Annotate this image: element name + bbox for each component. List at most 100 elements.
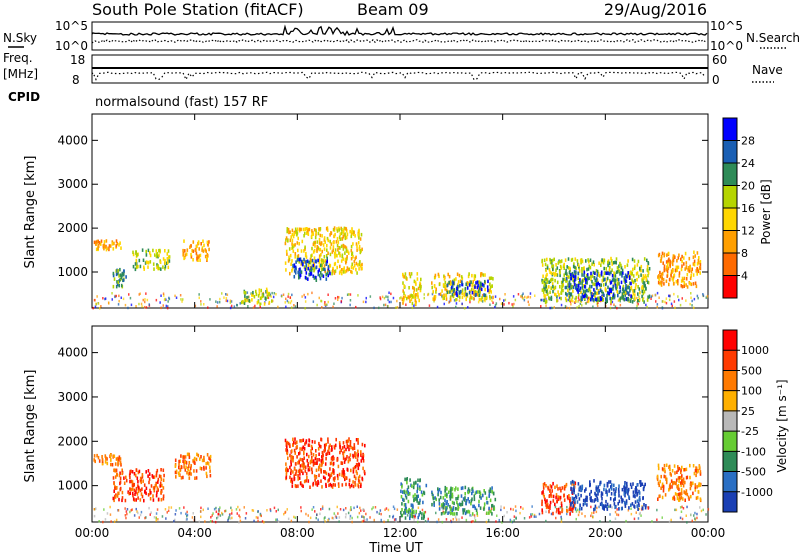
velocity-echo-pixel bbox=[571, 509, 574, 513]
power-echo-pixel bbox=[252, 293, 254, 297]
power-echo-pixel bbox=[303, 249, 305, 253]
power-echo-pixel bbox=[307, 277, 309, 281]
velocity-echo-pixel bbox=[203, 455, 205, 460]
power-echo-pixel bbox=[680, 284, 683, 288]
velocity-echo-pixel bbox=[660, 474, 662, 479]
velocity-echo-pixel bbox=[312, 463, 315, 467]
velocity-echo-pixel bbox=[595, 488, 598, 492]
velocity-echo-pixel bbox=[361, 442, 364, 447]
velocity-echo-pixel bbox=[417, 501, 420, 505]
velocity-echo-pixel bbox=[345, 482, 347, 487]
velocity-echo-pixel bbox=[333, 469, 335, 473]
power-echo-pixel bbox=[602, 278, 605, 282]
velocity-echo-pixel bbox=[330, 461, 333, 465]
power-echo-pixel bbox=[353, 230, 355, 234]
power-echo-pixel bbox=[156, 263, 158, 267]
power-echo-pixel bbox=[289, 271, 291, 276]
velocity-echo-pixel bbox=[444, 485, 447, 490]
power-echo-pixel bbox=[298, 271, 301, 276]
velocity-noise-pixel bbox=[316, 513, 318, 516]
velocity-echo-pixel bbox=[626, 485, 628, 489]
velocity-noise-pixel bbox=[185, 512, 187, 516]
power-echo-pixel bbox=[299, 269, 302, 273]
velocity-echo-pixel bbox=[548, 509, 550, 514]
power-echo-pixel bbox=[157, 254, 159, 259]
velocity-echo-pixel bbox=[629, 482, 632, 487]
velocity-echo-pixel bbox=[292, 437, 294, 442]
power-echo-pixel bbox=[573, 262, 575, 266]
velocity-echo-pixel bbox=[322, 453, 324, 457]
power-noise-pixel bbox=[337, 298, 339, 301]
velocity-noise-pixel bbox=[598, 505, 600, 509]
velocity-echo-pixel bbox=[444, 489, 447, 493]
power-echo-pixel bbox=[562, 277, 564, 282]
power-echo-pixel bbox=[329, 233, 331, 237]
velocity-noise-pixel bbox=[186, 510, 188, 514]
power-echo-pixel bbox=[184, 249, 186, 253]
power-echo-pixel bbox=[683, 262, 685, 266]
velocity-noise-pixel bbox=[595, 510, 598, 514]
power-noise-pixel bbox=[481, 300, 484, 303]
velocity-echo-pixel bbox=[354, 451, 356, 455]
velocity-echo-pixel bbox=[680, 491, 683, 495]
velocity-noise-pixel bbox=[531, 513, 534, 516]
power-echo-pixel bbox=[431, 285, 433, 290]
power-echo-pixel bbox=[637, 299, 639, 303]
power-echo-pixel bbox=[675, 265, 678, 269]
velocity-echo-pixel bbox=[295, 484, 297, 489]
velocity-echo-pixel bbox=[324, 462, 327, 466]
velocity-noise-pixel bbox=[387, 519, 389, 522]
velocity-echo-pixel bbox=[190, 464, 192, 468]
velocity-echo-pixel bbox=[363, 469, 366, 474]
power-echo-pixel bbox=[353, 260, 356, 264]
power-noise-pixel bbox=[145, 292, 147, 295]
power-echo-pixel bbox=[356, 244, 358, 249]
velocity-echo-pixel bbox=[459, 502, 461, 506]
power-noise-pixel bbox=[271, 291, 273, 295]
power-echo-pixel bbox=[658, 277, 660, 281]
velocity-echo-pixel bbox=[341, 446, 344, 450]
velocity-echo-pixel bbox=[451, 492, 454, 497]
velocity-echo-pixel bbox=[184, 468, 187, 472]
velocity-echo-pixel bbox=[484, 491, 487, 495]
velocity-echo-pixel bbox=[544, 500, 547, 505]
power-echo-pixel bbox=[484, 293, 487, 298]
velocity-echo-pixel bbox=[112, 476, 115, 480]
velocity-echo-pixel bbox=[160, 468, 162, 472]
velocity-echo-pixel bbox=[312, 453, 315, 457]
velocity-noise-pixel bbox=[455, 518, 458, 521]
velocity-noise-pixel bbox=[350, 508, 352, 511]
power-echo-pixel bbox=[633, 297, 636, 301]
power-echo-pixel bbox=[602, 261, 605, 265]
velocity-echo-pixel bbox=[408, 492, 411, 496]
power-echo-pixel bbox=[577, 290, 579, 294]
velocity-echo-pixel bbox=[437, 487, 439, 491]
velocity-echo-pixel bbox=[315, 454, 317, 458]
power-noise-pixel bbox=[656, 291, 659, 295]
power-noise-pixel bbox=[378, 306, 380, 310]
power-echo-pixel bbox=[594, 282, 596, 287]
velocity-noise-pixel bbox=[560, 520, 563, 523]
power-echo-pixel bbox=[330, 231, 333, 236]
velocity-echo-pixel bbox=[685, 467, 688, 472]
power-echo-pixel bbox=[620, 263, 622, 268]
power-noise-pixel bbox=[203, 303, 205, 306]
power-echo-pixel bbox=[677, 256, 680, 260]
power-echo-pixel bbox=[560, 280, 563, 285]
velocity-echo-pixel bbox=[137, 485, 140, 490]
power-echo-pixel bbox=[344, 270, 347, 274]
power-echo-pixel bbox=[145, 249, 147, 254]
velocity-echo-pixel bbox=[596, 496, 599, 501]
power-echo-pixel bbox=[260, 288, 262, 293]
power-echo-pixel bbox=[596, 291, 598, 296]
velocity-echo-pixel bbox=[417, 515, 419, 520]
power-echo-pixel bbox=[581, 273, 583, 277]
velocity-echo-pixel bbox=[357, 484, 360, 489]
velocity-echo-pixel bbox=[156, 468, 159, 473]
velocity-echo-pixel bbox=[400, 482, 402, 486]
velocity-echo-pixel bbox=[477, 490, 479, 494]
power-echo-pixel bbox=[98, 241, 101, 245]
velocity-echo-pixel bbox=[603, 506, 605, 510]
velocity-noise-pixel bbox=[224, 509, 226, 513]
velocity-echo-pixel bbox=[341, 470, 344, 474]
